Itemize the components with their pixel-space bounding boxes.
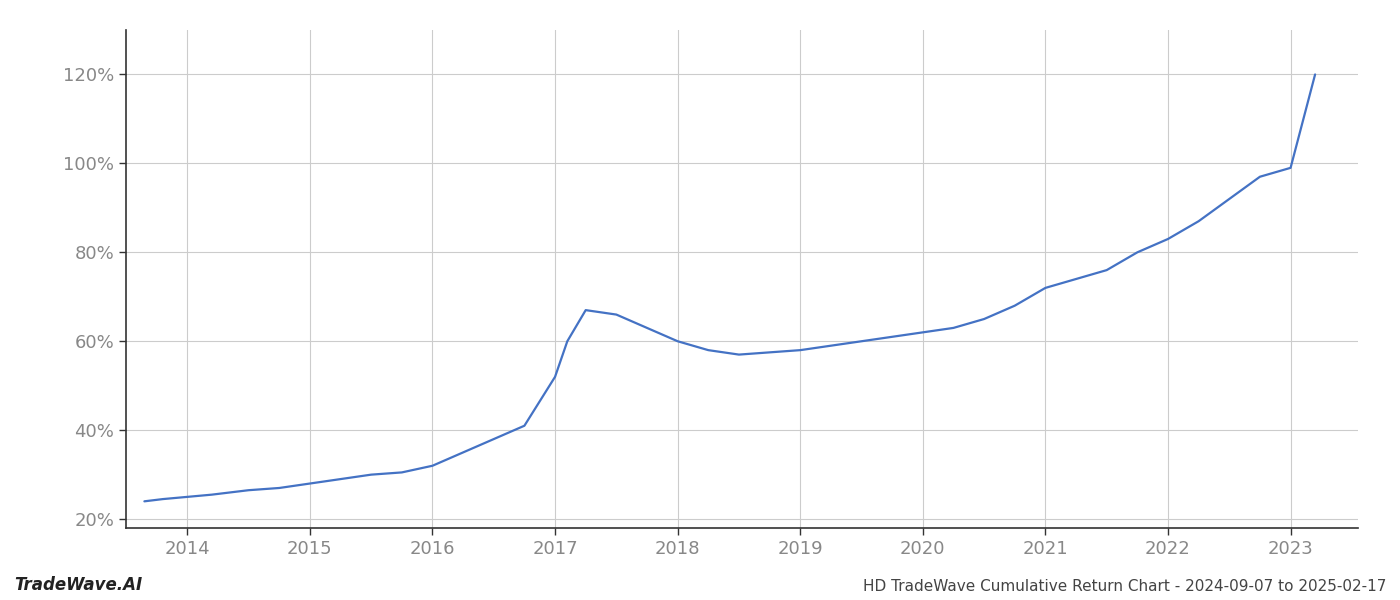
Text: HD TradeWave Cumulative Return Chart - 2024-09-07 to 2025-02-17: HD TradeWave Cumulative Return Chart - 2… — [862, 579, 1386, 594]
Text: TradeWave.AI: TradeWave.AI — [14, 576, 143, 594]
